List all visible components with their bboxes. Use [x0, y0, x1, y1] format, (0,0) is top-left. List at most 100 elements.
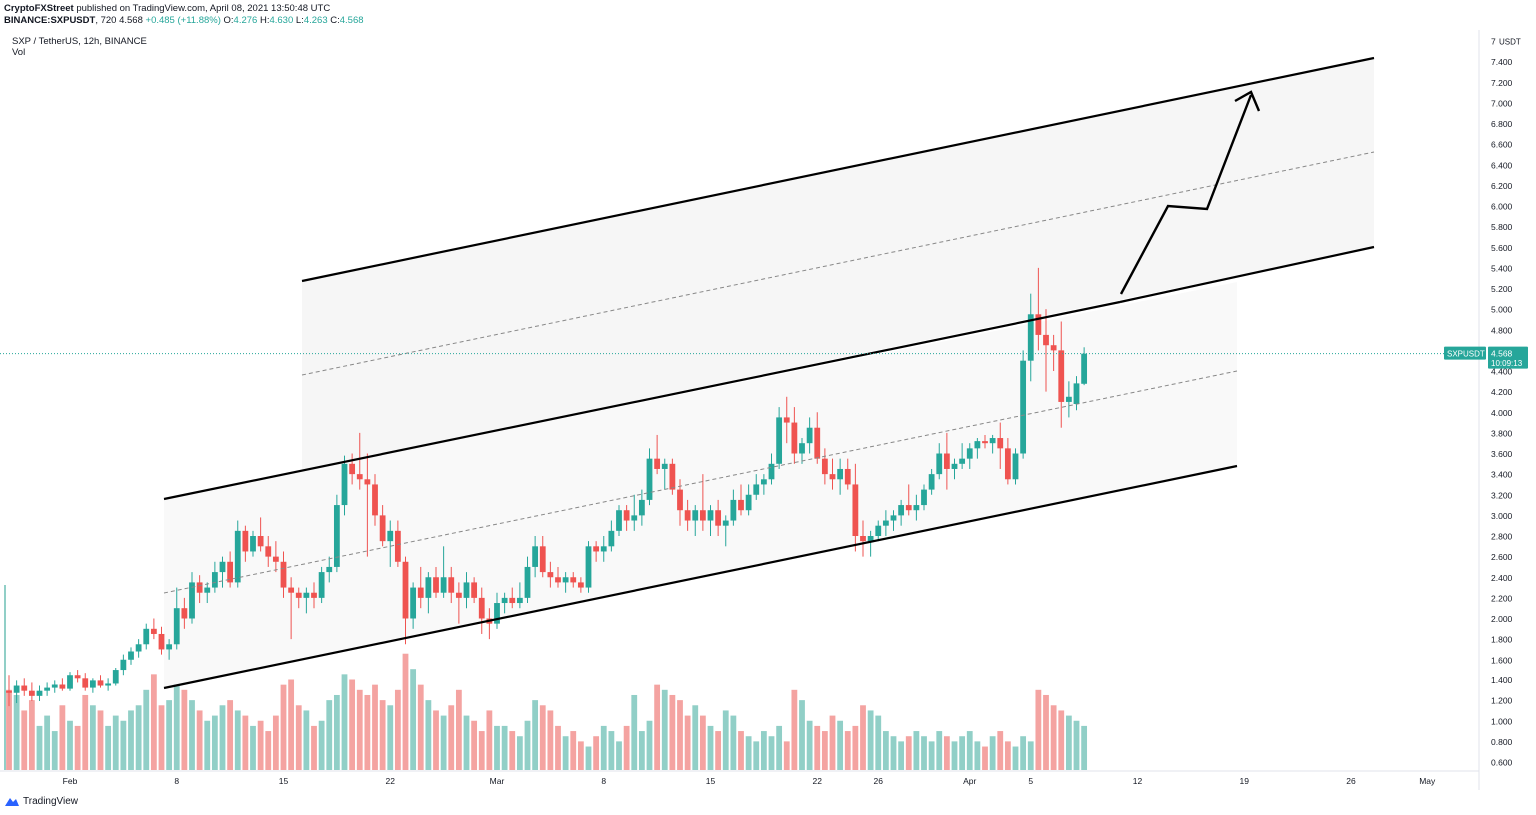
- volume-bar: [97, 710, 104, 770]
- candle-body: [1020, 360, 1027, 454]
- candle-body: [692, 510, 699, 521]
- volume-bar: [1073, 720, 1080, 770]
- volume-bar: [577, 741, 584, 770]
- y-axis-tick-label: 4.400: [1491, 367, 1513, 377]
- candle-body: [372, 484, 378, 516]
- candle-body: [860, 536, 866, 542]
- candle-body: [715, 510, 722, 526]
- candle-body: [608, 530, 615, 547]
- candle-body: [989, 438, 996, 444]
- volume-bar: [455, 689, 462, 770]
- publication-header: CryptoFXStreet published on TradingView.…: [4, 3, 330, 14]
- volume-bar: [1081, 725, 1088, 770]
- y-axis-tick-label: 0.600: [1491, 758, 1513, 768]
- volume-bar: [21, 710, 28, 770]
- upper-channel-resistance-line: [301, 56, 1375, 283]
- candle-body: [1065, 396, 1072, 402]
- volume-bar: [280, 684, 287, 770]
- candle-body: [120, 659, 127, 671]
- candle-body: [410, 587, 417, 619]
- candle-body: [326, 566, 333, 573]
- candle-body: [1004, 448, 1011, 480]
- volume-bar: [394, 689, 401, 770]
- y-axis-tick-label: 6.800: [1491, 119, 1513, 129]
- volume-bar: [44, 715, 51, 770]
- candle-body: [738, 499, 744, 511]
- volume-bar: [204, 720, 211, 770]
- candle-body: [51, 684, 58, 688]
- candle-body: [814, 427, 821, 459]
- y-axis-tick-label: 4.200: [1491, 387, 1513, 397]
- y-axis-tick-label: 3.200: [1491, 490, 1513, 500]
- candle-body: [250, 536, 256, 552]
- volume-bar: [1027, 741, 1034, 770]
- volume-bar: [478, 731, 485, 770]
- volume-bar: [753, 741, 760, 770]
- candle-body: [875, 525, 882, 536]
- volume-bar: [28, 700, 35, 770]
- candle-body: [189, 582, 195, 619]
- candle-body: [707, 510, 714, 521]
- candle-body: [867, 536, 874, 542]
- volume-bar: [516, 736, 523, 770]
- volume-bar: [501, 725, 508, 770]
- candle-body: [478, 597, 485, 619]
- candle-body: [311, 592, 317, 598]
- candle-body: [631, 515, 638, 521]
- candle-body: [570, 577, 577, 583]
- volume-bar: [250, 725, 256, 770]
- volume-bar: [890, 736, 897, 770]
- y-axis-tick-label: 6.200: [1491, 181, 1513, 191]
- volume-bar: [387, 705, 394, 770]
- candle-body: [577, 582, 584, 588]
- candle-body: [1027, 314, 1034, 361]
- y-axis-tick-label: 2.000: [1491, 614, 1513, 624]
- candle-body: [806, 427, 813, 444]
- x-axis-tick-label: 19: [1240, 776, 1250, 786]
- volume-bar: [1050, 705, 1057, 770]
- volume-bar: [593, 736, 600, 770]
- candle-body: [829, 474, 836, 480]
- candle-body: [196, 582, 203, 593]
- volume-bar: [227, 700, 234, 770]
- candle-body: [562, 577, 569, 583]
- candle-body: [295, 592, 302, 598]
- candle-body: [982, 441, 988, 444]
- volume-bar: [196, 710, 203, 770]
- ohlc-header: BINANCE:SXPUSDT, 720 4.568 +0.485 (+11.8…: [4, 15, 364, 26]
- volume-bar: [143, 689, 150, 770]
- y-axis-tick-label: 4.800: [1491, 325, 1513, 335]
- middle-channel-line: [163, 300, 1121, 501]
- volume-bar: [333, 694, 340, 770]
- close-label: C:: [330, 15, 340, 26]
- candle-body: [722, 520, 729, 526]
- volume-bar: [494, 725, 500, 770]
- volume-bar: [745, 736, 752, 770]
- volume-bar: [943, 736, 950, 770]
- candle-body: [425, 577, 432, 598]
- volume-bar: [288, 679, 295, 770]
- candle-body: [913, 505, 920, 511]
- candle-body: [616, 510, 622, 531]
- volume-bar: [341, 674, 348, 770]
- candle-body: [539, 546, 546, 573]
- candle-body: [417, 587, 424, 598]
- projection-arrow-head: [1234, 90, 1261, 112]
- candle-body: [44, 687, 51, 691]
- volume-bar: [89, 705, 96, 770]
- volume-bar: [882, 731, 889, 770]
- y-axis-tick-label: 7.200: [1491, 78, 1513, 88]
- candle-body: [494, 603, 500, 624]
- tradingview-footer[interactable]: TradingView: [4, 796, 78, 807]
- upper-channel-median-dashed: [301, 151, 1375, 376]
- candle-body: [356, 474, 363, 480]
- volume-bar: [67, 720, 73, 770]
- volume-bar: [105, 725, 112, 770]
- candle-body: [921, 489, 927, 506]
- x-axis-tick-label: 12: [1133, 776, 1143, 786]
- volume-bar: [471, 720, 478, 770]
- volume-bar: [257, 720, 264, 770]
- volume-bar: [600, 725, 607, 770]
- candle-body: [59, 684, 66, 689]
